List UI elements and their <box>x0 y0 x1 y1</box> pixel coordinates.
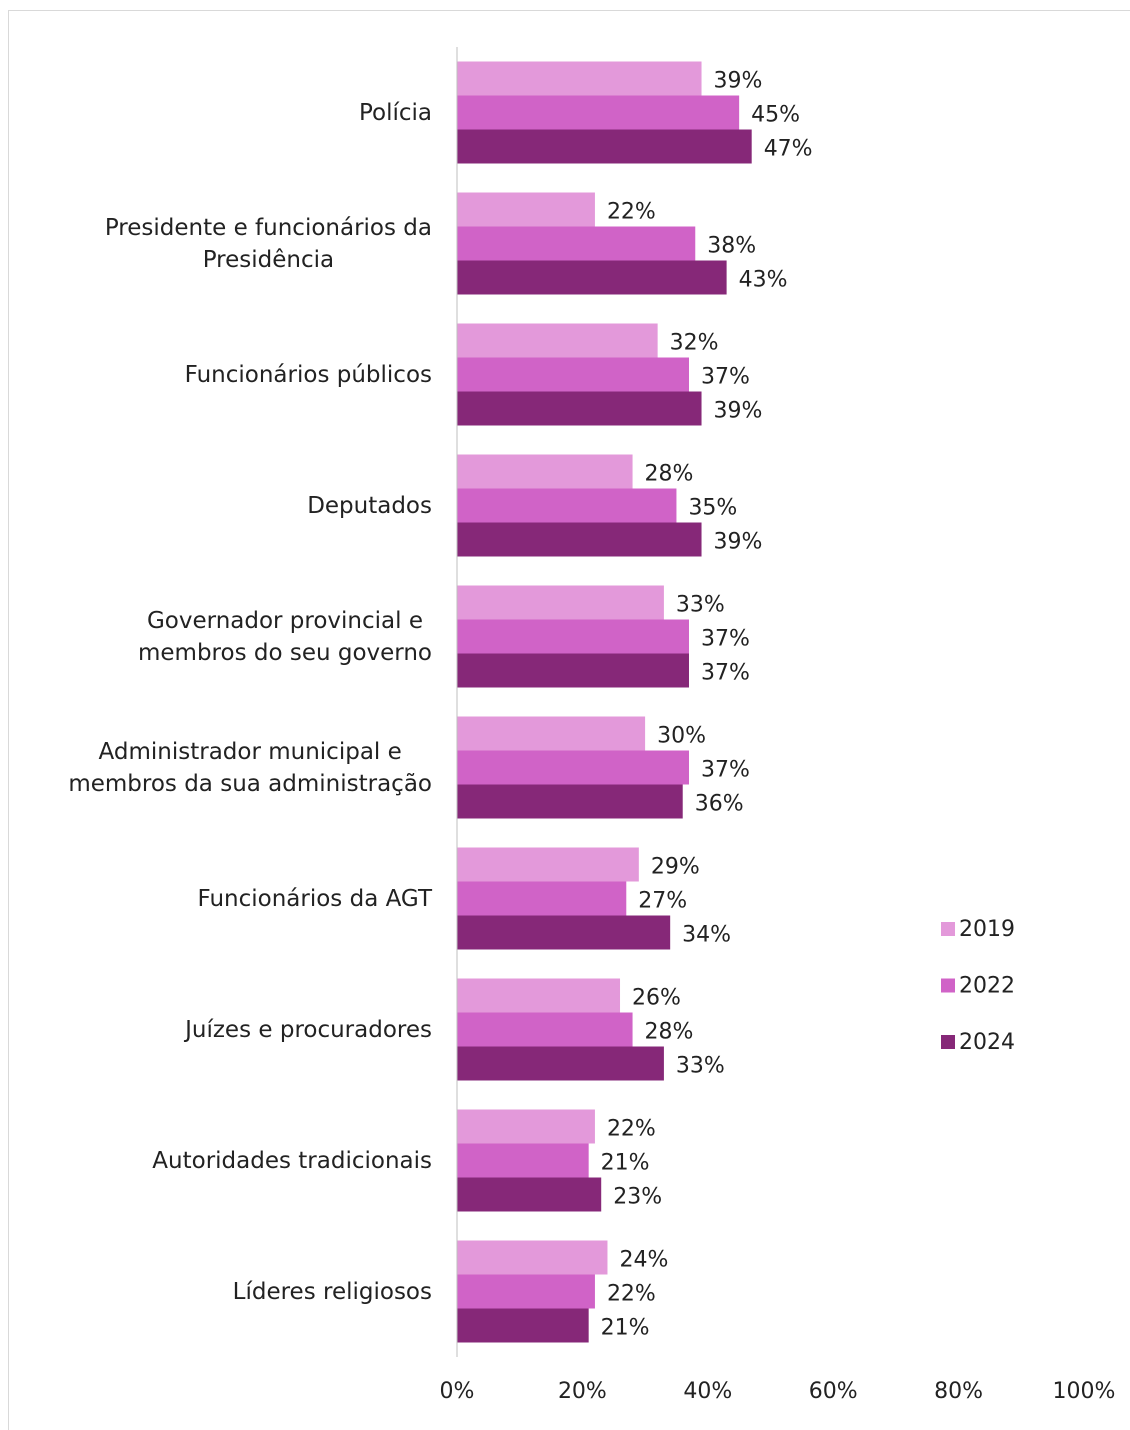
y-tick-label: Polícia <box>358 99 432 126</box>
data-label: 43% <box>739 268 788 293</box>
y-tick-label: Autoridades tradicionais <box>152 1147 432 1174</box>
bar <box>457 1046 664 1081</box>
data-label: 21% <box>601 1151 650 1176</box>
data-label: 21% <box>601 1316 650 1341</box>
y-tick-label: Juízes e procuradores <box>185 1016 432 1043</box>
data-label: 29% <box>651 855 700 880</box>
bar <box>457 192 595 227</box>
data-label: 35% <box>688 496 737 521</box>
data-label: 22% <box>607 1282 656 1307</box>
data-label: 27% <box>638 889 687 914</box>
bar <box>457 488 677 523</box>
bar <box>457 978 621 1013</box>
x-tick-label: 40% <box>683 1379 732 1404</box>
chart-frame <box>8 10 1130 1430</box>
data-label: 39% <box>714 399 763 424</box>
y-tick-label: Administrador municipal e membros da sua… <box>68 738 432 797</box>
bar <box>457 653 689 688</box>
legend-label: 2024 <box>959 1030 1015 1055</box>
data-label: 32% <box>670 331 719 356</box>
data-label: 37% <box>701 758 750 783</box>
bar <box>457 1109 595 1144</box>
data-label: 36% <box>695 792 744 817</box>
x-tick-label: 0% <box>440 1379 475 1404</box>
legend-swatch <box>941 978 955 993</box>
bar <box>457 750 689 785</box>
data-label: 26% <box>632 986 681 1011</box>
data-label: 34% <box>682 923 731 948</box>
bar <box>457 585 664 620</box>
y-tick-label: Funcionários públicos <box>184 361 432 388</box>
x-tick-label: 20% <box>558 1379 607 1404</box>
legend-swatch <box>941 1035 955 1049</box>
bar <box>457 1240 608 1275</box>
data-label: 45% <box>751 103 800 128</box>
bar <box>457 1143 589 1178</box>
x-tick-label: 60% <box>809 1379 858 1404</box>
y-tick-label: Funcionários da AGT <box>197 885 432 912</box>
data-label: 28% <box>645 462 694 487</box>
data-label: 38% <box>707 234 756 259</box>
bar <box>457 915 671 950</box>
bar <box>457 95 740 130</box>
data-label: 39% <box>714 69 763 94</box>
y-tick-label: Presidente e funcionários da Presidência <box>104 214 432 273</box>
legend-swatch <box>941 922 955 936</box>
bar <box>457 391 702 426</box>
bar <box>457 1308 589 1343</box>
bar <box>457 1012 633 1047</box>
data-label: 33% <box>676 593 725 618</box>
data-label: 28% <box>645 1020 694 1045</box>
y-tick-label: Líderes religiosos <box>232 1278 432 1305</box>
bar <box>457 323 658 358</box>
data-label: 22% <box>607 1117 656 1142</box>
bar <box>457 226 696 261</box>
bar <box>457 1177 602 1212</box>
bar <box>457 129 752 164</box>
bar <box>457 847 639 882</box>
bar <box>457 454 633 489</box>
data-label: 39% <box>714 530 763 555</box>
data-label: 33% <box>676 1054 725 1079</box>
data-label: 23% <box>613 1185 662 1210</box>
bar <box>457 784 683 819</box>
data-label: 22% <box>607 200 656 225</box>
bar <box>457 881 627 916</box>
data-label: 37% <box>701 365 750 390</box>
bar <box>457 61 702 96</box>
data-label: 30% <box>657 724 706 749</box>
data-label: 24% <box>619 1248 668 1273</box>
bar <box>457 260 727 295</box>
data-label: 37% <box>701 627 750 652</box>
bar <box>457 1274 595 1309</box>
bar <box>457 619 689 654</box>
bar <box>457 522 702 557</box>
x-tick-label: 100% <box>1053 1379 1116 1404</box>
data-label: 37% <box>701 661 750 686</box>
data-label: 47% <box>764 137 813 162</box>
bar <box>457 357 689 392</box>
y-tick-label: Governador provincial e membros do seu g… <box>137 607 432 666</box>
legend-label: 2022 <box>959 974 1015 999</box>
x-tick-label: 80% <box>934 1379 983 1404</box>
bar <box>457 716 646 751</box>
legend-label: 2019 <box>959 917 1015 942</box>
y-tick-label: Deputados <box>307 492 432 519</box>
